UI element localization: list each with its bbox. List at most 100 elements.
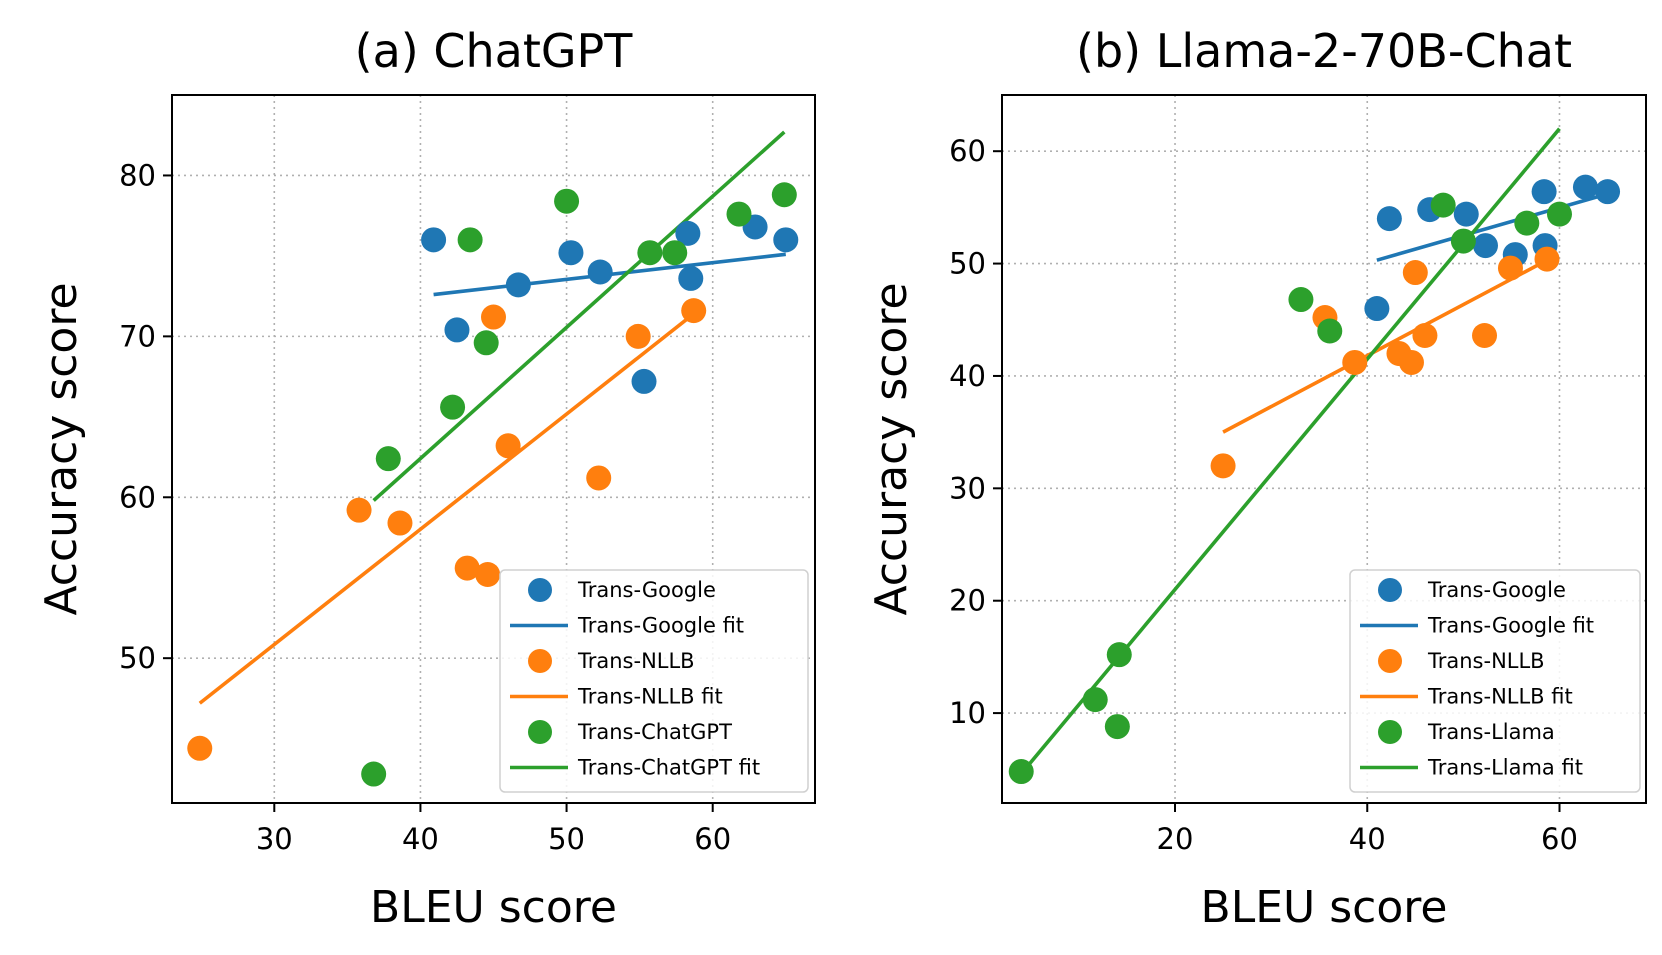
data-point-trans-chatgpt	[771, 182, 797, 208]
legend-marker	[1378, 720, 1402, 744]
y-axis-label: Accuracy score	[36, 282, 87, 615]
data-point-trans-llama	[1106, 642, 1132, 668]
fit-line-trans-google	[1376, 192, 1609, 262]
data-point-trans-google	[631, 368, 657, 394]
fit-line-trans-nllb	[1222, 258, 1548, 434]
legend-label: Trans-Llama	[1427, 720, 1555, 744]
data-point-trans-chatgpt	[726, 201, 752, 227]
data-point-trans-google	[558, 240, 584, 266]
legend-marker	[528, 649, 552, 673]
legend-label: Trans-NLLB fit	[577, 685, 723, 709]
data-point-trans-nllb	[454, 555, 480, 581]
data-point-trans-google	[1595, 179, 1621, 205]
data-point-trans-nllb	[187, 735, 213, 761]
y-tick-label: 60	[949, 134, 986, 168]
data-point-trans-google	[678, 265, 704, 291]
data-point-trans-llama	[1514, 210, 1540, 236]
data-point-trans-nllb	[387, 510, 413, 536]
x-tick-label: 50	[548, 822, 585, 856]
legend-marker	[1378, 649, 1402, 673]
data-point-trans-llama	[1546, 201, 1572, 227]
y-tick-label: 10	[949, 696, 986, 730]
data-point-trans-nllb	[1412, 322, 1438, 348]
x-axis-label: BLEU score	[1201, 882, 1448, 933]
y-tick-label: 50	[119, 641, 156, 675]
data-point-trans-google	[1364, 296, 1390, 322]
data-point-trans-llama	[1430, 192, 1456, 218]
plot-frame	[1001, 94, 1647, 804]
data-point-trans-chatgpt	[473, 330, 499, 356]
legend-label: Trans-Llama fit	[1427, 756, 1583, 780]
data-point-trans-chatgpt	[637, 240, 663, 266]
y-tick-label: 50	[949, 247, 986, 281]
legend-marker	[528, 578, 552, 602]
legend-label: Trans-ChatGPT fit	[577, 756, 760, 780]
chart-title: (a) ChatGPT	[355, 24, 634, 78]
data-point-trans-llama	[1450, 228, 1476, 254]
data-point-trans-nllb	[625, 323, 651, 349]
data-point-trans-nllb	[495, 433, 521, 459]
y-tick-label: 40	[949, 359, 986, 393]
data-point-trans-google	[675, 220, 701, 246]
chart-panel-chatgpt: 30 40 50 60 50 60 70 80 (a) ChatGPT BLEU score Acc…	[36, 24, 816, 933]
y-tick-label: 80	[119, 158, 156, 192]
legend-label: Trans-ChatGPT	[577, 720, 732, 744]
x-tick-label: 40	[1349, 822, 1386, 856]
legend-label: Trans-Google fit	[577, 614, 744, 638]
y-tick-label: 30	[949, 471, 986, 505]
data-point-trans-google	[587, 259, 613, 285]
data-point-trans-llama	[1288, 287, 1314, 313]
data-point-trans-nllb	[1398, 349, 1424, 375]
data-point-trans-nllb	[475, 562, 501, 588]
y-tick-label: 60	[119, 480, 156, 514]
data-point-trans-chatgpt	[440, 394, 466, 420]
data-point-trans-chatgpt	[554, 188, 580, 214]
data-point-trans-nllb	[1497, 255, 1523, 281]
data-point-trans-llama	[1008, 759, 1034, 785]
x-tick-label: 40	[402, 822, 439, 856]
x-axis-label: BLEU score	[370, 882, 617, 933]
fit-line-trans-nllb	[198, 312, 695, 705]
legend-label: Trans-NLLB	[1427, 649, 1545, 673]
data-point-trans-nllb	[1210, 453, 1236, 479]
legend-label: Trans-Google	[577, 578, 716, 602]
data-point-trans-nllb	[1342, 349, 1368, 375]
data-point-trans-google	[1472, 233, 1498, 259]
legend-label: Trans-Google fit	[1427, 614, 1594, 638]
legend-box	[1349, 569, 1641, 793]
data-point-trans-google	[444, 317, 470, 343]
data-point-trans-nllb	[1534, 246, 1560, 272]
data-point-trans-chatgpt	[375, 446, 401, 472]
data-point-trans-llama	[1317, 318, 1343, 344]
x-tick-label: 30	[256, 822, 293, 856]
data-point-trans-nllb	[481, 304, 506, 330]
data-point-trans-google	[1572, 174, 1598, 200]
y-axis-label: Accuracy score	[866, 282, 917, 615]
legend-box	[499, 569, 809, 793]
legend-label: Trans-NLLB	[577, 649, 695, 673]
data-point-trans-google	[505, 272, 531, 298]
data-point-trans-nllb	[681, 298, 707, 324]
data-point-trans-google	[1531, 179, 1557, 205]
chart-panel-llama: 20 40 60 10 20 30 40 50 60 (b) Llama-2-70B-Chat BL…	[866, 24, 1647, 933]
data-point-trans-google	[1453, 201, 1479, 227]
y-tick-label: 70	[119, 319, 156, 353]
data-point-trans-nllb	[586, 465, 612, 491]
data-point-trans-chatgpt	[457, 227, 483, 253]
legend-marker	[1378, 578, 1402, 602]
x-tick-label: 60	[1541, 822, 1578, 856]
y-tick-label: 20	[949, 584, 986, 618]
data-point-trans-google	[1376, 206, 1402, 232]
data-point-trans-llama	[1082, 687, 1108, 713]
data-point-trans-google	[421, 227, 447, 253]
data-point-trans-nllb	[346, 497, 372, 523]
data-point-trans-chatgpt	[361, 761, 387, 787]
legend-label: Trans-Google	[1427, 578, 1566, 602]
legend-label: Trans-NLLB fit	[1427, 685, 1573, 709]
data-point-trans-nllb	[1472, 322, 1498, 348]
legend-marker	[528, 720, 552, 744]
data-point-trans-llama	[1104, 714, 1130, 740]
chart-title: (b) Llama-2-70B-Chat	[1076, 24, 1572, 78]
x-tick-label: 20	[1157, 822, 1194, 856]
